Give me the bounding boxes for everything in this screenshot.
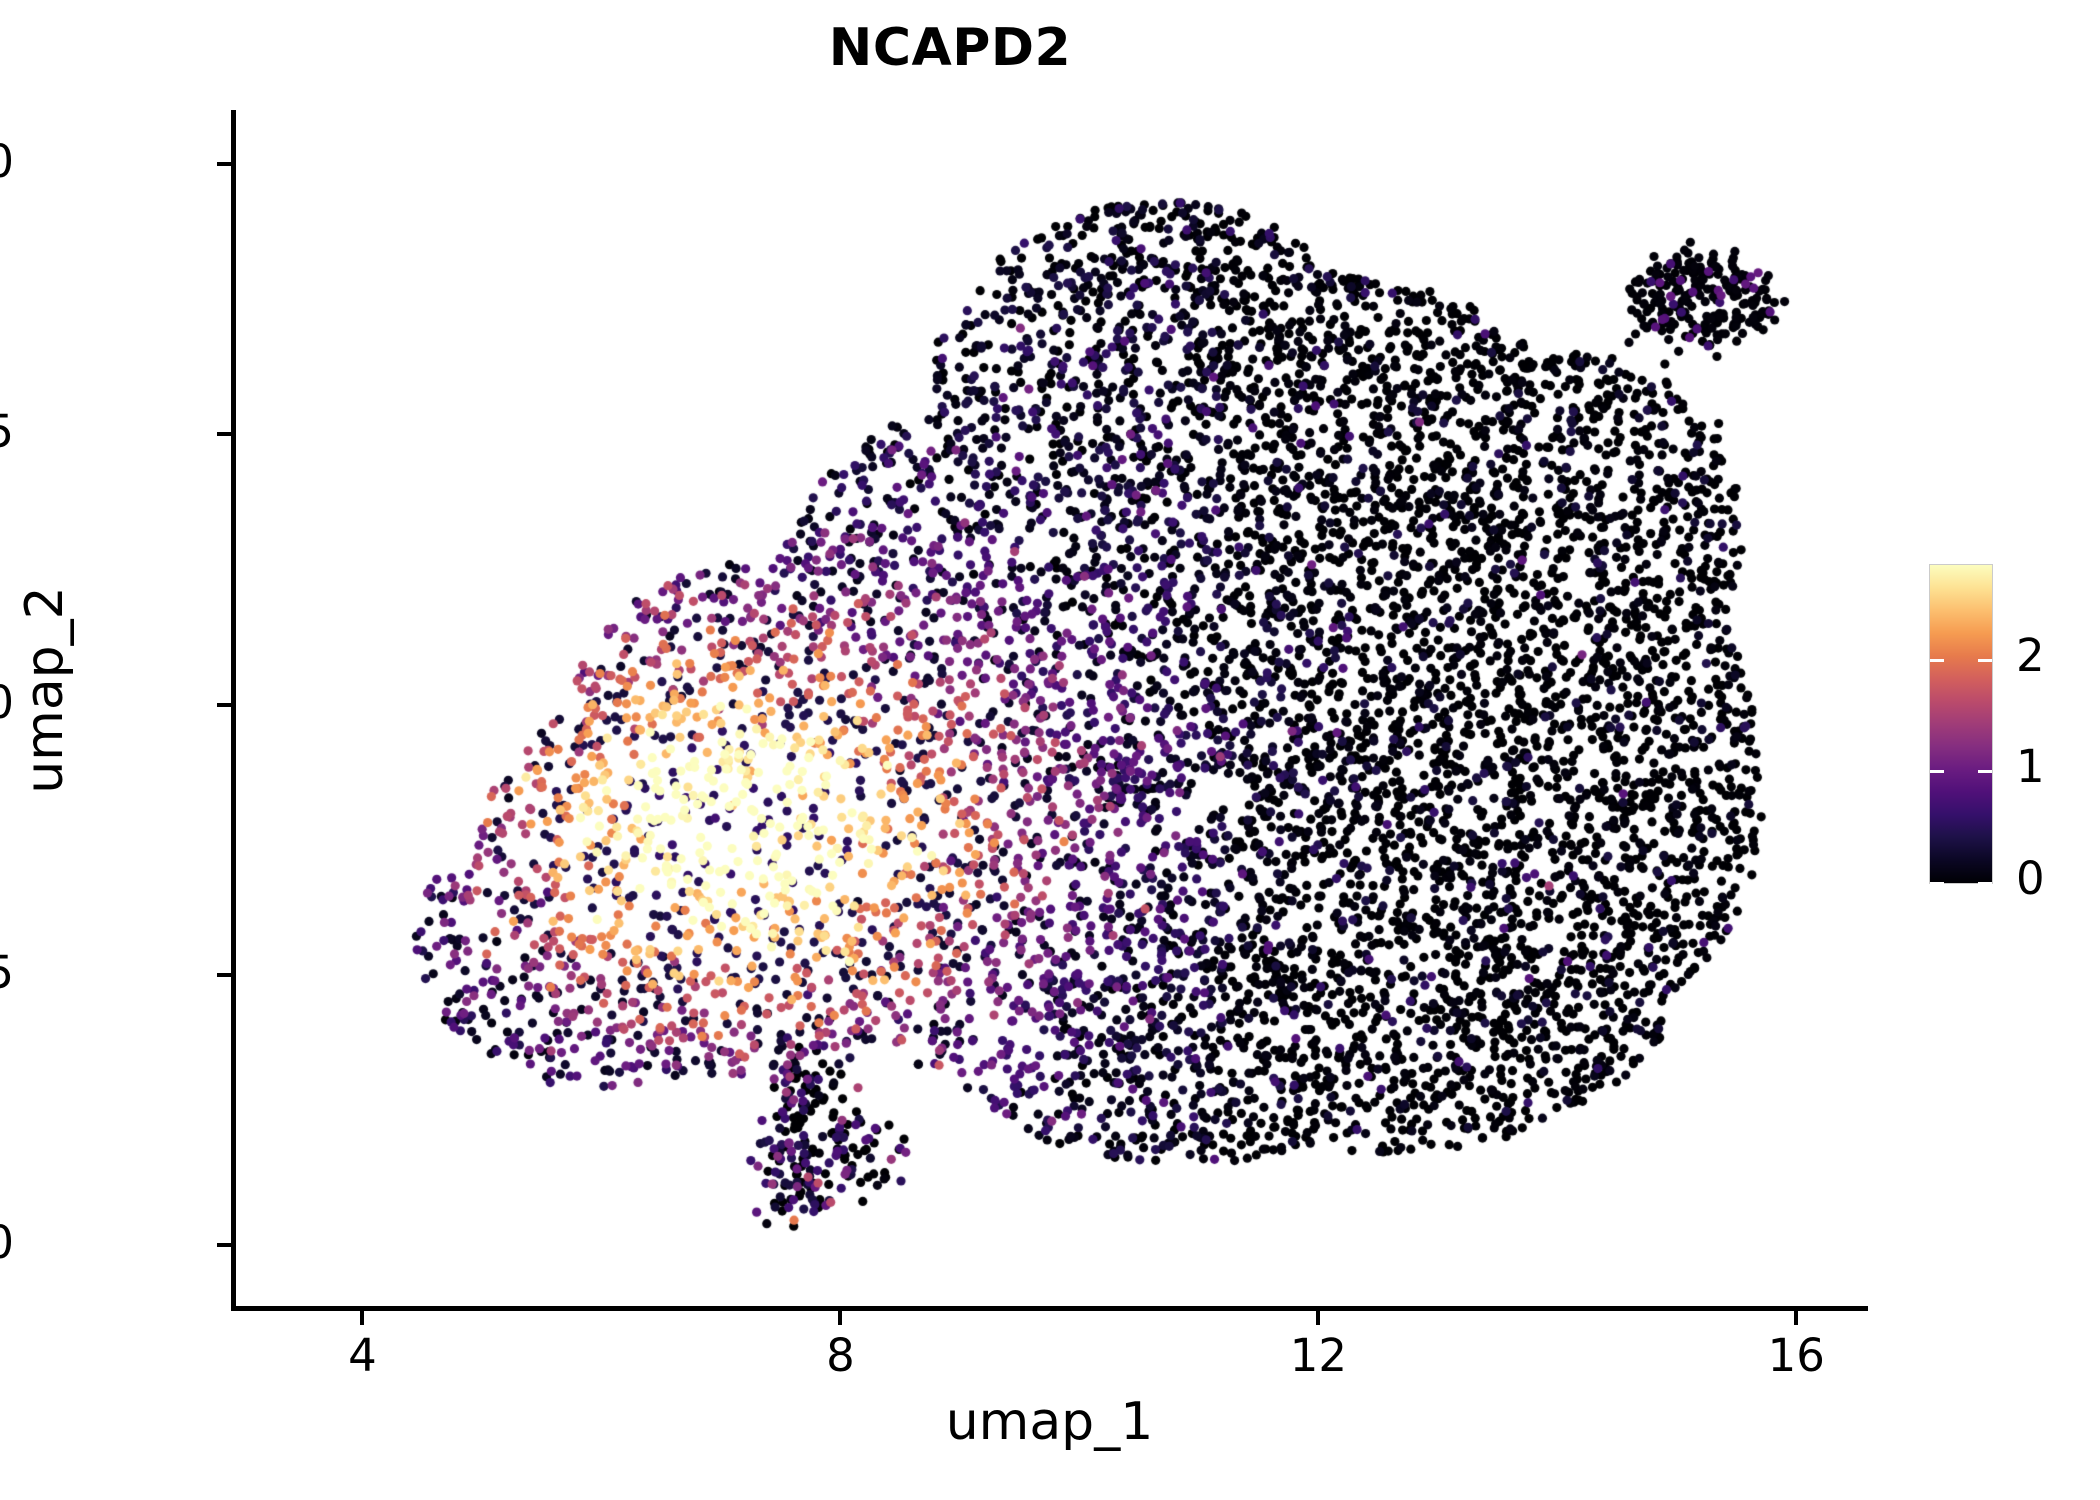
scatter-points-canvas xyxy=(231,110,1868,1310)
colorbar-tick-mark xyxy=(1978,882,1992,885)
x-tick-mark xyxy=(1794,1311,1799,1325)
y-tick-mark xyxy=(217,702,231,707)
colorbar-tick-mark xyxy=(1978,658,1992,662)
colorbar-tick-mark xyxy=(1930,882,1944,885)
scatter-plot-axes xyxy=(231,110,1868,1310)
y-tick-mark xyxy=(217,162,231,167)
y-tick-label: 5.0 xyxy=(0,135,14,188)
x-tick-mark xyxy=(1316,1311,1321,1325)
x-tick-mark xyxy=(838,1311,843,1325)
x-axis-label: umap_1 xyxy=(945,1392,1154,1452)
x-tick-label: 12 xyxy=(1289,1329,1347,1382)
colorbar-tick-mark xyxy=(1930,770,1944,774)
x-tick-mark xyxy=(360,1311,365,1325)
y-axis-label: umap_2 xyxy=(15,586,75,794)
colorbar-tick-mark xyxy=(1930,658,1944,662)
y-tick-mark xyxy=(217,972,231,977)
colorbar-tick-label: 1 xyxy=(2016,740,2045,794)
y-axis-spine xyxy=(231,110,236,1311)
colorbar xyxy=(1930,565,1992,883)
colorbar-tick-label: 0 xyxy=(2016,852,2045,905)
colorbar-tick-label: 2 xyxy=(2016,628,2045,682)
y-tick-label: -5.0 xyxy=(0,1216,14,1269)
y-tick-label: 0.0 xyxy=(0,676,14,729)
x-tick-label: 4 xyxy=(348,1329,377,1382)
y-tick-label: -2.5 xyxy=(0,946,14,999)
y-tick-label: 2.5 xyxy=(0,405,14,458)
y-tick-mark xyxy=(217,432,231,437)
x-tick-label: 16 xyxy=(1767,1329,1825,1382)
y-tick-mark xyxy=(217,1243,231,1248)
page-title: NCAPD2 xyxy=(828,18,1072,78)
x-axis-spine xyxy=(231,1306,1868,1311)
x-tick-label: 8 xyxy=(826,1329,855,1382)
colorbar-tick-mark xyxy=(1978,770,1992,774)
colorbar-gradient xyxy=(1930,565,1992,883)
